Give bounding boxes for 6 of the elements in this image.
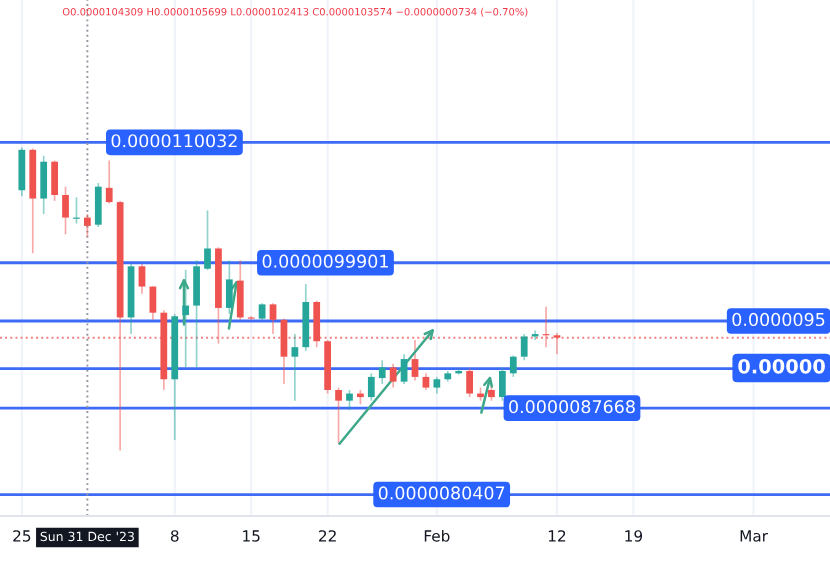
ref-line-label: 0.0000095 — [732, 312, 825, 327]
annotation: 0.00000 — [738, 358, 825, 374]
ref-line-label: 0.0000110032 — [111, 134, 237, 148]
ref-line-label: 0.0000099901 — [262, 254, 388, 268]
ref-line-label: 0.0000087668 — [509, 400, 635, 414]
ref-line-label: 0.0000080407 — [378, 486, 505, 500]
